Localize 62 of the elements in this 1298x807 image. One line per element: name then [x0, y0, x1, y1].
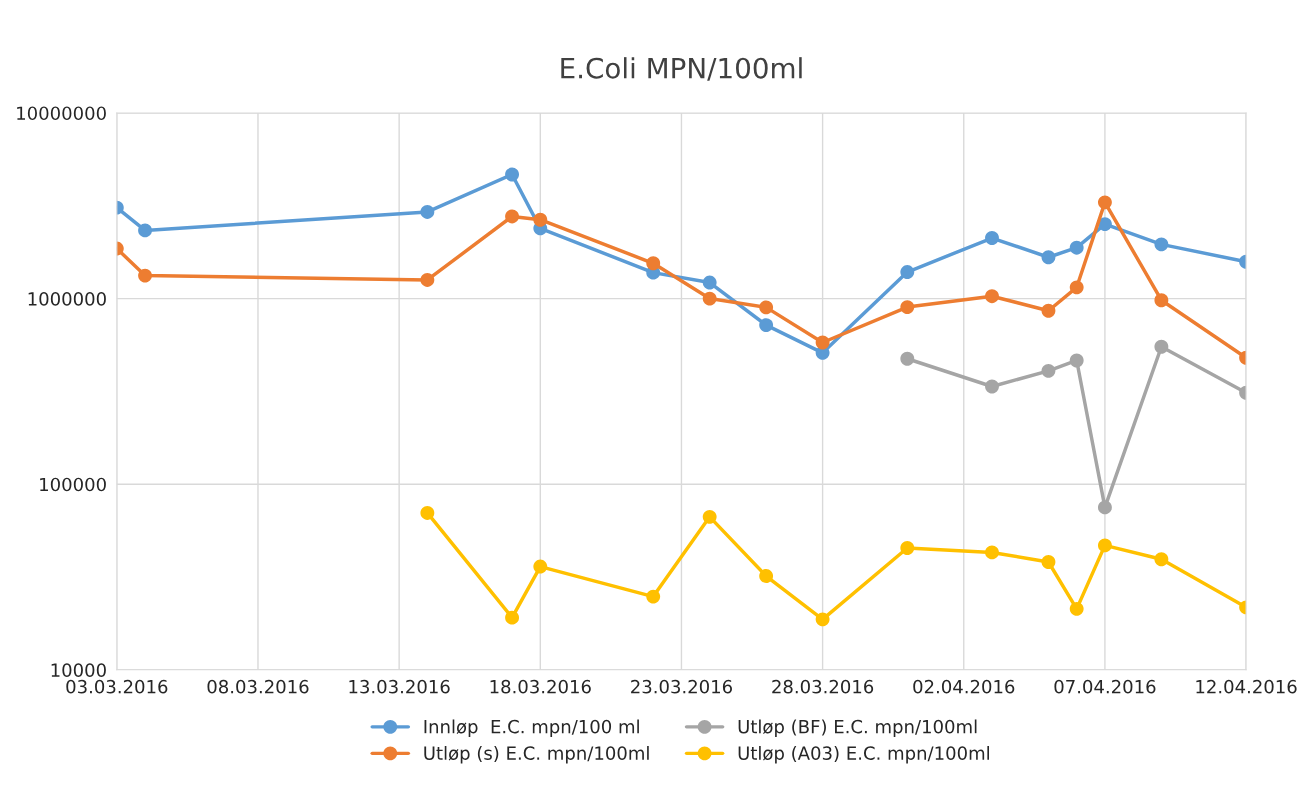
chart-title: E.Coli MPN/100ml — [561, 57, 802, 81]
point — [900, 300, 915, 315]
x-tick-label: 13.03.2016 — [349, 679, 450, 694]
point — [759, 300, 774, 315]
x-tick-label: 18.03.2016 — [490, 679, 591, 694]
point — [1097, 217, 1112, 232]
y-tick-label: 10000000 — [17, 106, 106, 121]
legend-label: Utløp (s) E.C. mpn/100ml — [424, 745, 649, 764]
point — [533, 212, 548, 227]
point — [815, 612, 830, 627]
point — [1041, 555, 1056, 569]
point — [900, 541, 915, 555]
point — [505, 167, 520, 182]
point — [505, 610, 520, 625]
point — [985, 231, 999, 245]
point — [702, 275, 717, 290]
point — [533, 559, 548, 574]
point — [1097, 538, 1112, 553]
x-tick-label: 07.04.2016 — [1054, 679, 1156, 694]
y-tick-label: 10000 — [51, 663, 106, 677]
point — [420, 273, 435, 287]
point — [1041, 303, 1056, 318]
point — [815, 335, 830, 350]
legend-label: Innløp E.C. mpn/100 ml — [424, 719, 639, 737]
x-tick-label: 23.03.2016 — [631, 679, 732, 694]
point — [420, 204, 435, 219]
point — [1097, 195, 1112, 210]
point — [1154, 339, 1169, 354]
point — [985, 545, 999, 560]
point — [646, 589, 661, 604]
point — [759, 569, 774, 583]
legend-label: Utløp (BF) E.C. mpn/100ml — [738, 719, 977, 737]
x-tick-label: 08.03.2016 — [207, 679, 309, 694]
x-tick-label: 03.03.2016 — [66, 679, 168, 694]
x-tick-label: 12.04.2016 — [1196, 679, 1297, 694]
y-tick-label: 100000 — [40, 477, 106, 492]
point — [138, 223, 152, 238]
point — [1097, 500, 1112, 515]
point — [138, 268, 152, 283]
point — [702, 291, 717, 306]
point — [759, 318, 774, 333]
point — [420, 506, 435, 520]
point — [900, 265, 915, 279]
point — [702, 509, 717, 524]
y-tick-label: 1000000 — [28, 292, 106, 306]
point — [646, 256, 661, 271]
point — [1041, 250, 1056, 265]
point — [985, 379, 999, 394]
point — [1154, 293, 1169, 308]
point — [1069, 240, 1084, 255]
point — [1069, 601, 1084, 616]
point — [1154, 237, 1169, 252]
x-tick-label: 28.03.2016 — [772, 679, 874, 694]
point — [1069, 280, 1084, 295]
point — [1069, 353, 1084, 368]
point — [985, 289, 999, 304]
x-tick-label: 02.04.2016 — [913, 679, 1015, 694]
legend-label: Utløp (A03) E.C. mpn/100ml — [738, 745, 989, 764]
point — [1154, 552, 1169, 567]
point — [1041, 363, 1056, 378]
point — [900, 351, 915, 366]
point — [505, 209, 520, 224]
